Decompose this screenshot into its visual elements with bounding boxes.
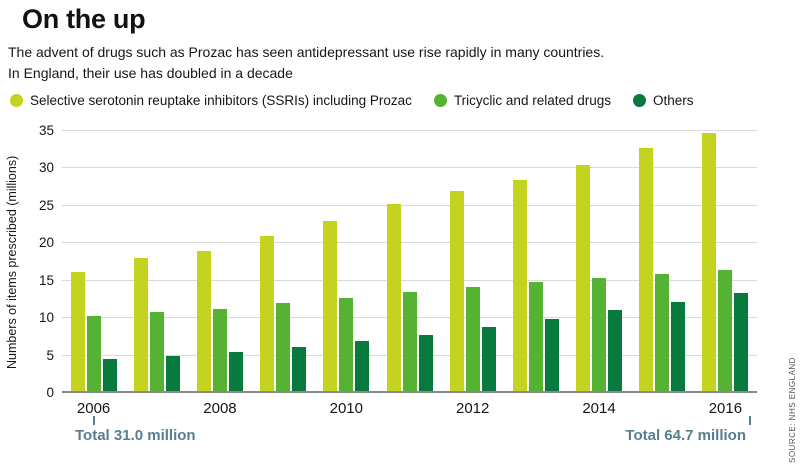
left-total-label: Total 31.0 million bbox=[75, 427, 196, 444]
bar-others-2006 bbox=[102, 359, 117, 393]
bar-ssri-2009 bbox=[260, 235, 275, 393]
subtitle-line-1: The advent of drugs such as Prozac has s… bbox=[8, 44, 605, 60]
bar-ssri-2007 bbox=[133, 258, 148, 393]
bar-tricyclic-2006 bbox=[86, 315, 101, 393]
legend-item-ssri: Selective serotonin reuptake inhibitors … bbox=[10, 93, 412, 108]
x-tick-label-2016: 2016 bbox=[708, 400, 743, 417]
left-total-tick bbox=[93, 416, 95, 425]
x-tick-label-2010: 2010 bbox=[329, 400, 363, 417]
bar-group-2010 bbox=[315, 131, 378, 393]
bar-others-2009 bbox=[292, 346, 307, 393]
y-axis-title: Numbers of items prescribed (millions) bbox=[5, 155, 19, 369]
bar-groups bbox=[62, 131, 757, 393]
bar-group-2016 bbox=[694, 131, 757, 393]
bar-ssri-2012 bbox=[449, 190, 464, 393]
bar-others-2010 bbox=[355, 340, 370, 393]
legend-dot-icon bbox=[10, 94, 23, 107]
bar-group-2007 bbox=[125, 131, 188, 393]
y-axis-ticks: 0 5 10 15 20 25 30 35 bbox=[28, 123, 54, 400]
x-tick-label-2012: 2012 bbox=[455, 400, 490, 417]
legend-item-others: Others bbox=[633, 93, 694, 108]
bar-group-2008 bbox=[188, 131, 251, 393]
bar-tricyclic-2010 bbox=[339, 297, 354, 393]
bar-group-2011 bbox=[378, 131, 441, 393]
legend-dot-icon bbox=[633, 94, 647, 107]
bar-ssri-2011 bbox=[386, 203, 401, 393]
y-tick-label: 5 bbox=[46, 347, 54, 363]
gridline bbox=[62, 204, 757, 206]
bar-others-2007 bbox=[165, 355, 180, 393]
bar-group-2013 bbox=[504, 131, 567, 393]
bar-ssri-2014 bbox=[576, 164, 591, 393]
legend-label: Tricyclic and related drugs bbox=[453, 93, 612, 108]
bar-others-2012 bbox=[481, 327, 496, 393]
y-tick-label: 30 bbox=[38, 160, 54, 176]
bar-chart-plot bbox=[62, 130, 757, 393]
bar-group-2006 bbox=[62, 131, 125, 393]
bar-others-2016 bbox=[734, 292, 749, 393]
bar-group-2014 bbox=[568, 131, 631, 393]
source-credit: SOURCE: NHS ENGLAND bbox=[788, 357, 797, 463]
bar-tricyclic-2012 bbox=[465, 286, 480, 393]
x-axis-line bbox=[62, 391, 757, 393]
bar-tricyclic-2011 bbox=[402, 291, 417, 393]
bar-ssri-2010 bbox=[323, 220, 338, 393]
bar-tricyclic-2013 bbox=[528, 282, 543, 393]
y-tick-label: 15 bbox=[38, 272, 54, 288]
bar-tricyclic-2014 bbox=[592, 277, 607, 393]
bar-tricyclic-2016 bbox=[718, 269, 733, 393]
bar-others-2008 bbox=[228, 351, 243, 393]
legend-label: Selective serotonin reuptake inhibitors … bbox=[30, 93, 412, 108]
bar-group-2015 bbox=[631, 131, 694, 393]
bar-ssri-2013 bbox=[512, 179, 527, 393]
page-title: On the up bbox=[22, 4, 146, 34]
gridline bbox=[62, 279, 757, 281]
bar-others-2011 bbox=[418, 334, 433, 393]
right-total-tick bbox=[749, 416, 751, 425]
subtitle-line-2: In England, their use has doubled in a d… bbox=[8, 65, 293, 81]
gridline bbox=[62, 242, 757, 244]
bar-group-2012 bbox=[441, 131, 504, 393]
chart-legend: Selective serotonin reuptake inhibitors … bbox=[10, 93, 694, 108]
bar-ssri-2015 bbox=[639, 148, 654, 393]
y-tick-label: 10 bbox=[38, 310, 54, 326]
right-total-label: Total 64.7 million bbox=[625, 427, 746, 444]
gridline bbox=[62, 130, 757, 131]
y-tick-label: 25 bbox=[38, 197, 54, 213]
bar-ssri-2016 bbox=[702, 132, 717, 393]
bar-ssri-2006 bbox=[70, 271, 85, 393]
x-tick-label-2014: 2014 bbox=[582, 400, 616, 417]
y-tick-label: 20 bbox=[38, 235, 54, 251]
y-tick-label: 35 bbox=[38, 123, 54, 138]
legend-item-tricyclic: Tricyclic and related drugs bbox=[433, 93, 612, 108]
x-tick-label-2008: 2008 bbox=[203, 400, 237, 417]
bar-ssri-2008 bbox=[196, 250, 211, 393]
y-tick-label: 0 bbox=[46, 385, 54, 400]
bar-tricyclic-2007 bbox=[149, 312, 164, 393]
x-tick-label-2006: 2006 bbox=[76, 400, 111, 417]
legend-dot-icon bbox=[433, 94, 447, 107]
legend-label: Others bbox=[653, 93, 694, 108]
bar-others-2014 bbox=[608, 309, 623, 393]
bar-tricyclic-2015 bbox=[655, 273, 670, 393]
gridline bbox=[62, 167, 757, 169]
bar-group-2009 bbox=[252, 131, 315, 393]
subtitle: The advent of drugs such as Prozac has s… bbox=[8, 42, 604, 84]
x-axis-labels: 2006 2008 2010 2012 2014 2016 bbox=[62, 400, 757, 418]
bar-tricyclic-2009 bbox=[276, 303, 291, 393]
bar-others-2013 bbox=[544, 318, 559, 393]
bar-tricyclic-2008 bbox=[212, 309, 227, 393]
bar-others-2015 bbox=[671, 301, 686, 393]
